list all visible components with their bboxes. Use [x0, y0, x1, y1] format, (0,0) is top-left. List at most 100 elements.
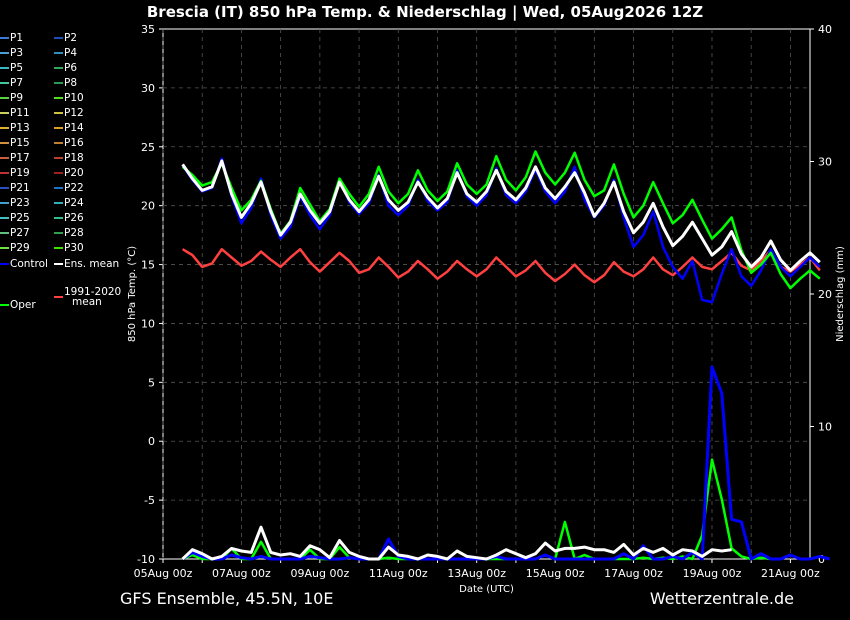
- legend-item: P7: [0, 77, 23, 89]
- x-tick-label: 07Aug 00z: [212, 567, 271, 580]
- source-credit: Wetterzentrale.de: [649, 589, 794, 608]
- legend-swatch: [0, 67, 9, 69]
- legend-label-text: P29: [10, 242, 30, 254]
- legend-label: P2: [64, 32, 77, 44]
- legend-swatch: [54, 112, 63, 114]
- legend-swatch: [0, 142, 9, 144]
- legend-label-text: P6: [64, 62, 78, 74]
- legend-label-text: P11: [10, 107, 30, 119]
- legend-item: P30: [54, 242, 84, 254]
- precip-line-ens-mean: [181, 525, 732, 561]
- legend-label: P4: [64, 47, 77, 59]
- legend-label: P13: [10, 122, 30, 134]
- series-line-ens-mean: [181, 159, 821, 272]
- legend-label-text: mean: [72, 296, 102, 308]
- legend-swatch: [0, 304, 9, 306]
- legend-item: P22: [54, 182, 84, 194]
- y-tick-label: 5: [148, 376, 155, 389]
- legend-label: P3: [10, 47, 23, 59]
- legend-swatch: [54, 142, 63, 144]
- legend-item: P27: [0, 227, 30, 239]
- plot-frame: [162, 28, 811, 560]
- legend-label-text: P20: [64, 167, 84, 179]
- legend-label-text: P2: [64, 32, 78, 44]
- legend-label: P8: [64, 77, 77, 89]
- x-tick-label: 13Aug 00z: [447, 567, 506, 580]
- legend-label: P20: [64, 167, 84, 179]
- chart-title: Brescia (IT) 850 hPa Temp. & Niederschla…: [146, 3, 704, 21]
- legend-label: P23: [10, 197, 30, 209]
- legend-label: P24: [64, 197, 84, 209]
- legend-label-text: P10: [64, 92, 84, 104]
- legend-swatch: [54, 247, 63, 249]
- legend-label-text: P13: [10, 122, 30, 134]
- legend-item: P28: [54, 227, 84, 239]
- legend-label: P1: [10, 32, 23, 44]
- legend-item: P23: [0, 197, 30, 209]
- legend-label-text: P12: [64, 107, 84, 119]
- legend-swatch: [0, 202, 9, 204]
- legend-item: P1: [0, 32, 23, 44]
- legend-swatch: [0, 112, 9, 114]
- legend-label: P15: [10, 137, 30, 149]
- legend-item: P4: [54, 47, 77, 59]
- legend-label: Ens. mean: [64, 258, 119, 270]
- y-tick-label: 10: [141, 317, 155, 330]
- model-info: GFS Ensemble, 45.5N, 10E: [120, 589, 334, 608]
- legend-swatch: [0, 172, 9, 174]
- legend-label: P25: [10, 212, 30, 224]
- legend-item: P12: [54, 107, 84, 119]
- y-tick-label: 15: [141, 259, 155, 272]
- legend-swatch: [54, 157, 63, 159]
- legend-item: P5: [0, 62, 23, 74]
- y-tick-label: -10: [137, 553, 155, 566]
- y2-tick-label: 10: [818, 421, 832, 434]
- y2-tick-label: 40: [818, 23, 832, 36]
- legend-item: P26: [54, 212, 84, 224]
- legend-swatch: [0, 157, 9, 159]
- legend-item: P24: [54, 197, 84, 209]
- legend-label-text: P1: [10, 32, 24, 44]
- legend-swatch: [0, 82, 9, 84]
- legend-label: P10: [64, 92, 84, 104]
- legend-label: P22: [64, 182, 84, 194]
- legend-label-text: P28: [64, 227, 84, 239]
- legend-label-text: P21: [10, 182, 30, 194]
- x-tick-label: 17Aug 00z: [604, 567, 663, 580]
- x-axis-label: Date (UTC): [459, 584, 514, 595]
- legend-item: P19: [0, 167, 30, 179]
- x-tick-label: 11Aug 00z: [369, 567, 428, 580]
- legend-swatch: [0, 263, 9, 265]
- y-tick-label: 30: [141, 82, 155, 95]
- legend-label-text: P24: [64, 197, 84, 209]
- legend-swatch: [54, 202, 63, 204]
- legend-label: P14: [64, 122, 84, 134]
- legend-swatch: [54, 67, 63, 69]
- legend-label: P16: [64, 137, 84, 149]
- legend-item: P11: [0, 107, 30, 119]
- legend-swatch: [54, 82, 63, 84]
- legend-swatch: [54, 217, 63, 219]
- legend-label: Control: [10, 258, 48, 270]
- legend-label-text: P14: [64, 122, 84, 134]
- legend-label: P28: [64, 227, 84, 239]
- legend-item: P13: [0, 122, 30, 134]
- legend-label-text: P18: [64, 152, 84, 164]
- x-tick-label: 05Aug 00z: [134, 567, 193, 580]
- legend-label-text: P19: [10, 167, 30, 179]
- legend-label: P21: [10, 182, 30, 194]
- y-tick-label: -5: [144, 494, 155, 507]
- legend-item: P3: [0, 47, 23, 59]
- legend-item: Oper: [0, 299, 36, 311]
- series-line-1991-2020-mean: [181, 247, 821, 284]
- legend-label: P30: [64, 242, 84, 254]
- legend-item: P29: [0, 242, 30, 254]
- legend-label: 1991-2020 mean: [64, 287, 121, 308]
- legend-label-text: P15: [10, 137, 30, 149]
- legend-item: Control: [0, 258, 48, 270]
- legend-swatch: [0, 97, 9, 99]
- legend-swatch: [54, 37, 63, 39]
- legend-label-text: Control: [10, 258, 48, 270]
- x-tick-label: 19Aug 00z: [683, 567, 742, 580]
